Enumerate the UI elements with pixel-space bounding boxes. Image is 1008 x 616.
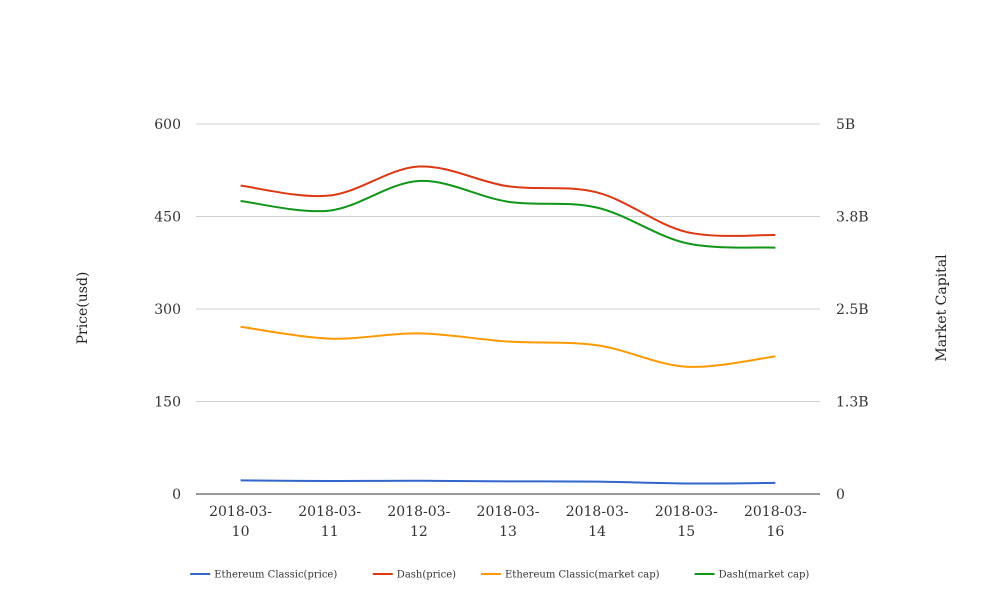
x-tick-label: 2018-03-10	[209, 504, 272, 540]
y2-tick-label: 3.8B	[836, 210, 869, 226]
x-tick-label: 2018-03-14	[566, 504, 629, 540]
legend-item-dash-market-cap[interactable]: Dash(market cap)	[694, 570, 810, 581]
left-axis: 0 150 300 450 600	[154, 117, 181, 503]
legend-item-ethereum-classic-price[interactable]: Ethereum Classic(price)	[190, 570, 337, 581]
y2-tick-label: 1.3B	[836, 395, 869, 411]
plot-area	[240, 165, 776, 485]
y-tick-label: 0	[172, 487, 181, 503]
legend-label: Ethereum Classic(market cap)	[505, 570, 660, 581]
legend-label: Ethereum Classic(price)	[214, 570, 337, 581]
right-axis: 0 1.3B 2.5B 3.8B 5B	[836, 117, 869, 503]
y2-axis-title: Market Capital	[934, 254, 950, 362]
x-tick-label: 2018-03-12	[387, 504, 450, 540]
y2-tick-label: 0	[836, 487, 845, 503]
legend-label: Dash(market cap)	[719, 570, 810, 581]
y-tick-label: 450	[154, 210, 181, 226]
legend-label: Dash(price)	[397, 570, 456, 581]
y2-tick-label: 2.5B	[836, 302, 869, 318]
y-axis-title: Price(usd)	[75, 272, 91, 345]
y-tick-label: 600	[154, 117, 181, 133]
legend-item-dash-price[interactable]: Dash(price)	[372, 570, 456, 581]
x-axis: 2018-03-10 2018-03-11 2018-03-12 2018-03-13…	[209, 504, 807, 540]
series-line-dash-market-cap	[240, 179, 776, 249]
series-line-ethereum-classic-market-cap	[240, 325, 776, 368]
legend-item-ethereum-classic-market-cap[interactable]: Ethereum Classic(market cap)	[481, 570, 660, 581]
y-tick-label: 300	[154, 302, 181, 318]
x-tick-label: 2018-03-11	[298, 504, 361, 540]
gridlines	[196, 123, 820, 495]
x-tick-label: 2018-03-15	[655, 504, 718, 540]
y2-tick-label: 5B	[836, 117, 855, 133]
series-line-ethereum-classic-price	[240, 479, 776, 485]
x-tick-label: 2018-03-13	[477, 504, 540, 540]
x-tick-label: 2018-03-16	[744, 504, 807, 540]
legend: Ethereum Classic(price) Dash(price) Ethere…	[190, 570, 809, 581]
y-tick-label: 150	[154, 395, 181, 411]
